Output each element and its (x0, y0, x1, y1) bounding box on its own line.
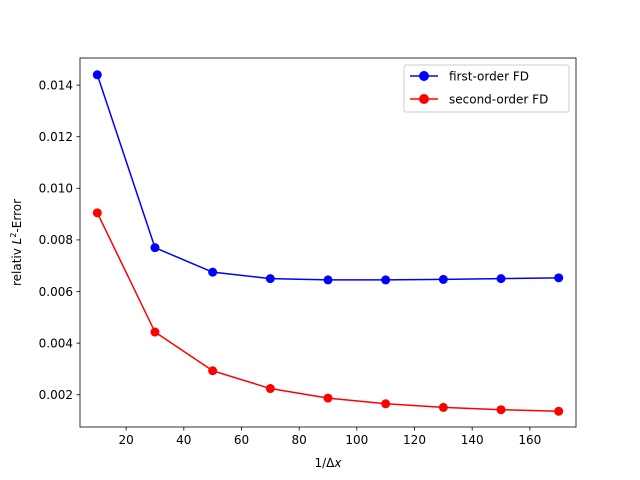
legend-label-second-order: second-order FD (449, 93, 548, 107)
data-point-second-order-fd (92, 208, 102, 218)
tick-layer: 20 40 60 80 100 120 140 160 0.002 0.004 0.006 0.008… (39, 78, 542, 447)
y-axis-label: relativ L2-Error (9, 199, 24, 286)
legend-label-first-order: first-order FD (449, 70, 529, 84)
plot-frame (79, 57, 577, 428)
data-point-first-order-fd (381, 275, 391, 285)
legend-frame (403, 64, 570, 113)
x-tick-label: 60 (234, 433, 249, 447)
y-tick-label: 0.006 (39, 285, 73, 299)
y-tick-label: 0.014 (39, 78, 73, 92)
data-point-first-order-fd (92, 70, 102, 80)
data-point-second-order-fd (438, 402, 448, 412)
data-point-first-order-fd (554, 273, 564, 283)
data-point-second-order-fd (265, 384, 275, 394)
x-tick-label: 100 (345, 433, 368, 447)
data-point-first-order-fd (150, 243, 160, 253)
x-tick-label: 120 (403, 433, 426, 447)
legend-marker-first-order (419, 71, 429, 81)
x-tick-label: 80 (292, 433, 307, 447)
y-tick-label: 0.004 (39, 336, 73, 350)
data-point-first-order-fd (496, 274, 506, 284)
data-point-first-order-fd (208, 267, 218, 277)
data-point-second-order-fd (554, 406, 564, 416)
x-tick-label: 20 (118, 433, 133, 447)
y-tick-label: 0.012 (39, 130, 73, 144)
y-tick-label: 0.010 (39, 182, 73, 196)
data-point-second-order-fd (381, 399, 391, 409)
x-tick-label: 40 (176, 433, 191, 447)
series-layer (92, 70, 564, 416)
data-point-second-order-fd (323, 393, 333, 403)
data-point-first-order-fd (438, 274, 448, 284)
data-point-second-order-fd (496, 405, 506, 415)
x-tick-label: 160 (518, 433, 541, 447)
data-point-second-order-fd (150, 327, 160, 337)
x-tick-label: 140 (461, 433, 484, 447)
data-point-first-order-fd (323, 275, 333, 285)
x-axis-label: 1/Δx (315, 456, 343, 470)
y-tick-label: 0.002 (39, 388, 73, 402)
plot-area (80, 58, 576, 427)
data-point-first-order-fd (265, 274, 275, 284)
legend-marker-second-order (419, 94, 429, 104)
y-tick-label: 0.008 (39, 233, 73, 247)
legend: first-order FD second-order FD (403, 64, 570, 113)
data-point-second-order-fd (208, 366, 218, 376)
